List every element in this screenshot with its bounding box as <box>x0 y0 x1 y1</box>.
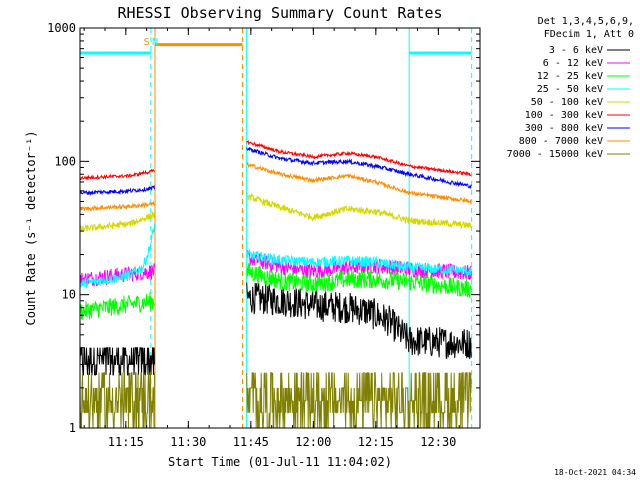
legend-label: 12 - 25 keV <box>537 71 603 82</box>
legend-header-line-1: Det 1,3,4,5,6,9, <box>538 16 634 27</box>
series-7000-15000-kev-line <box>79 372 472 429</box>
series-6-12-kev-line <box>79 249 472 288</box>
series-trace <box>246 249 472 280</box>
timestamp: 18-Oct-2021 04:34 <box>554 468 636 477</box>
x-tick-label: 12:30 <box>420 435 456 449</box>
y-axis-label: Count Rate (s⁻¹ detector⁻¹) <box>24 130 38 325</box>
legend-label: 7000 - 15000 keV <box>507 149 603 160</box>
series-trace <box>79 223 155 289</box>
series-trace <box>79 184 155 196</box>
x-tick-label: 11:15 <box>108 435 144 449</box>
plot-frame <box>79 27 481 429</box>
flag-label-n: N <box>152 37 158 48</box>
x-axis-label: Start Time (01-Jul-11 11:04:02) <box>168 455 392 469</box>
y-axis: 1 10 100 1000 <box>47 21 480 435</box>
chart-title: RHESSI Observing Summary Count Rates <box>117 4 442 22</box>
flag-label-s: S <box>144 37 150 48</box>
y-tick-label: 10 <box>62 288 76 302</box>
legend-label: 50 - 100 keV <box>531 97 603 108</box>
y-tick-label: 1 <box>69 421 76 435</box>
series-trace <box>246 263 472 298</box>
legend-label: 6 - 12 keV <box>543 58 603 69</box>
series-trace <box>79 292 155 321</box>
series-3-6-kev-line <box>79 282 472 376</box>
series-trace <box>246 140 472 177</box>
legend-header-line-2: FDecim 1, Att 0 <box>544 29 634 40</box>
y-tick-label: 1000 <box>47 21 76 35</box>
series-trace <box>246 372 472 429</box>
series-300-800-kev-line <box>79 147 472 196</box>
series-trace <box>246 160 472 205</box>
series-trace <box>79 347 155 376</box>
legend-label: 300 - 800 keV <box>525 123 603 134</box>
x-tick-label: 11:30 <box>170 435 206 449</box>
legend-label: 100 - 300 keV <box>525 110 603 121</box>
x-tick-label: 12:00 <box>295 435 331 449</box>
series-trace <box>246 147 472 190</box>
series-800-7000-kev-line <box>79 160 472 212</box>
series-trace <box>79 200 155 212</box>
legend: 3 - 6 keV 6 - 12 keV 12 - 25 keV 25 - 50 ke… <box>507 45 630 160</box>
series-trace <box>79 168 155 181</box>
legend-label: 25 - 50 keV <box>537 84 603 95</box>
series-50-100-kev-line <box>79 192 472 232</box>
series-trace <box>79 211 155 232</box>
series-trace <box>79 372 155 429</box>
series-100-300-kev-line <box>79 140 472 181</box>
series-trace <box>246 249 472 276</box>
series-trace <box>79 263 155 288</box>
series-12-25-kev-line <box>79 263 472 321</box>
y-tick-label: 100 <box>54 154 76 168</box>
x-axis: 11:15 11:30 11:45 12:00 12:15 12:30 <box>83 28 481 449</box>
x-tick-label: 12:15 <box>358 435 394 449</box>
legend-label: 800 - 7000 keV <box>519 136 603 147</box>
x-tick-label: 11:45 <box>233 435 269 449</box>
legend-label: 3 - 6 keV <box>549 45 603 56</box>
series-trace <box>246 192 472 230</box>
series-25-50-kev-line <box>79 223 472 289</box>
series-trace <box>246 282 472 360</box>
